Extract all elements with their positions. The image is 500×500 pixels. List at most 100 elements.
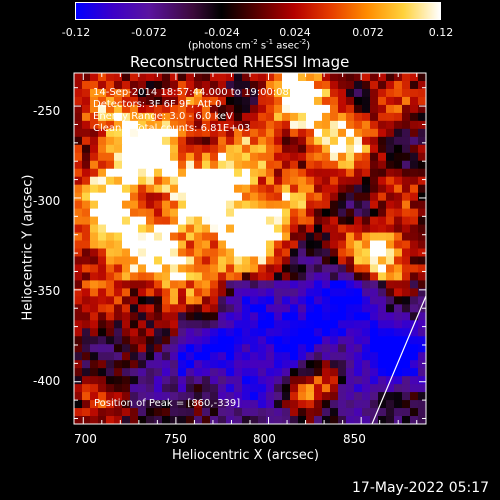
- heatmap-cell: [290, 256, 299, 266]
- heatmap-cell: [362, 73, 371, 82]
- heatmap-cell: [154, 392, 163, 401]
- heatmap-cell: [234, 128, 243, 138]
- heatmap-cell: [290, 272, 299, 282]
- heatmap-cell: [74, 184, 83, 194]
- heatmap-cell: [394, 73, 403, 82]
- heatmap-cell: [274, 408, 283, 417]
- heatmap-cell: [226, 160, 235, 170]
- heatmap-cell: [170, 184, 179, 194]
- heatmap-cell: [82, 136, 91, 146]
- heatmap-cell: [218, 336, 227, 345]
- heatmap-cell: [210, 328, 219, 337]
- heatmap-cell: [386, 136, 395, 146]
- heatmap-cell: [386, 96, 395, 106]
- heatmap-cell: [282, 256, 291, 266]
- heatmap-cell: [298, 80, 307, 90]
- heatmap-cell: [74, 296, 83, 305]
- heatmap-cell: [234, 288, 243, 297]
- heatmap-cell: [290, 192, 299, 202]
- heatmap-cell: [266, 88, 275, 98]
- heatmap-cell: [346, 256, 355, 266]
- heatmap-cell: [194, 120, 203, 130]
- heatmap-cell: [410, 144, 419, 154]
- heatmap-cell: [274, 104, 283, 114]
- heatmap-cell: [226, 144, 235, 154]
- heatmap-cell: [386, 320, 395, 329]
- heatmap-cell: [410, 104, 419, 114]
- heatmap-cell: [202, 200, 211, 210]
- heatmap-cell: [218, 208, 227, 218]
- heatmap-cell: [370, 184, 379, 194]
- heatmap-cell: [114, 144, 123, 154]
- heatmap-cell: [90, 344, 99, 353]
- heatmap-cell: [90, 128, 99, 138]
- heatmap-cell: [314, 160, 323, 170]
- heatmap-cell: [378, 336, 387, 345]
- heatmap-cell: [402, 368, 411, 377]
- heatmap-cell: [322, 200, 331, 210]
- heatmap-cell: [338, 136, 347, 146]
- heatmap-cell: [82, 264, 91, 274]
- heatmap-cell: [306, 408, 315, 417]
- heatmap-cell: [306, 376, 315, 385]
- heatmap-cell: [410, 152, 419, 162]
- heatmap-cell: [162, 144, 171, 154]
- heatmap-cell: [386, 400, 395, 409]
- heatmap-cell: [162, 344, 171, 353]
- heatmap-cell: [290, 376, 299, 385]
- heatmap-cell: [138, 360, 147, 369]
- heatmap-cell: [394, 232, 403, 242]
- heatmap-cell: [194, 392, 203, 401]
- heatmap-cell: [138, 384, 147, 393]
- heatmap-cell: [402, 248, 411, 258]
- heatmap-cell: [90, 184, 99, 194]
- heatmap-cell: [402, 128, 411, 138]
- heatmap-cell: [314, 96, 323, 106]
- heatmap-cell: [250, 320, 259, 329]
- heatmap-cell: [242, 344, 251, 353]
- heatmap-cell: [322, 392, 331, 401]
- heatmap-cell: [154, 192, 163, 202]
- heatmap-cell: [194, 416, 203, 424]
- heatmap-cell: [322, 288, 331, 297]
- heatmap-cell: [250, 192, 259, 202]
- heatmap-cell: [154, 152, 163, 162]
- heatmap-cell: [106, 160, 115, 170]
- heatmap-cell: [418, 184, 426, 194]
- heatmap-cell: [410, 344, 419, 353]
- heatmap-cell: [178, 80, 187, 90]
- heatmap-cell: [154, 304, 163, 313]
- heatmap-cell: [130, 216, 139, 226]
- heatmap-cell: [186, 160, 195, 170]
- heatmap-cell: [162, 240, 171, 250]
- heatmap-cell: [114, 80, 123, 90]
- heatmap-cell: [258, 152, 267, 162]
- heatmap-cell: [130, 384, 139, 393]
- heatmap-cell: [162, 232, 171, 242]
- heatmap-cell: [186, 400, 195, 409]
- heatmap-cell: [274, 216, 283, 226]
- heatmap-cell: [314, 152, 323, 162]
- heatmap-cell: [130, 224, 139, 234]
- heatmap-cell: [210, 73, 219, 82]
- heatmap-cell: [330, 368, 339, 377]
- heatmap-cell: [346, 224, 355, 234]
- heatmap-cell: [178, 264, 187, 274]
- heatmap-cell: [178, 152, 187, 162]
- heatmap-cell: [274, 328, 283, 337]
- heatmap-cell: [258, 272, 267, 282]
- heatmap-cell: [82, 184, 91, 194]
- heatmap-cell: [186, 320, 195, 329]
- heatmap-cell: [330, 152, 339, 162]
- heatmap-cell: [74, 208, 83, 218]
- heatmap-cell: [274, 160, 283, 170]
- heatmap-cell: [98, 168, 107, 178]
- heatmap-cell: [130, 320, 139, 329]
- heatmap-cell: [146, 360, 155, 369]
- heatmap-cell: [370, 176, 379, 186]
- heatmap-cell: [90, 80, 99, 90]
- heatmap-cell: [250, 400, 259, 409]
- heatmap-cell: [402, 296, 411, 305]
- heatmap-cell: [162, 152, 171, 162]
- heatmap-cell: [226, 168, 235, 178]
